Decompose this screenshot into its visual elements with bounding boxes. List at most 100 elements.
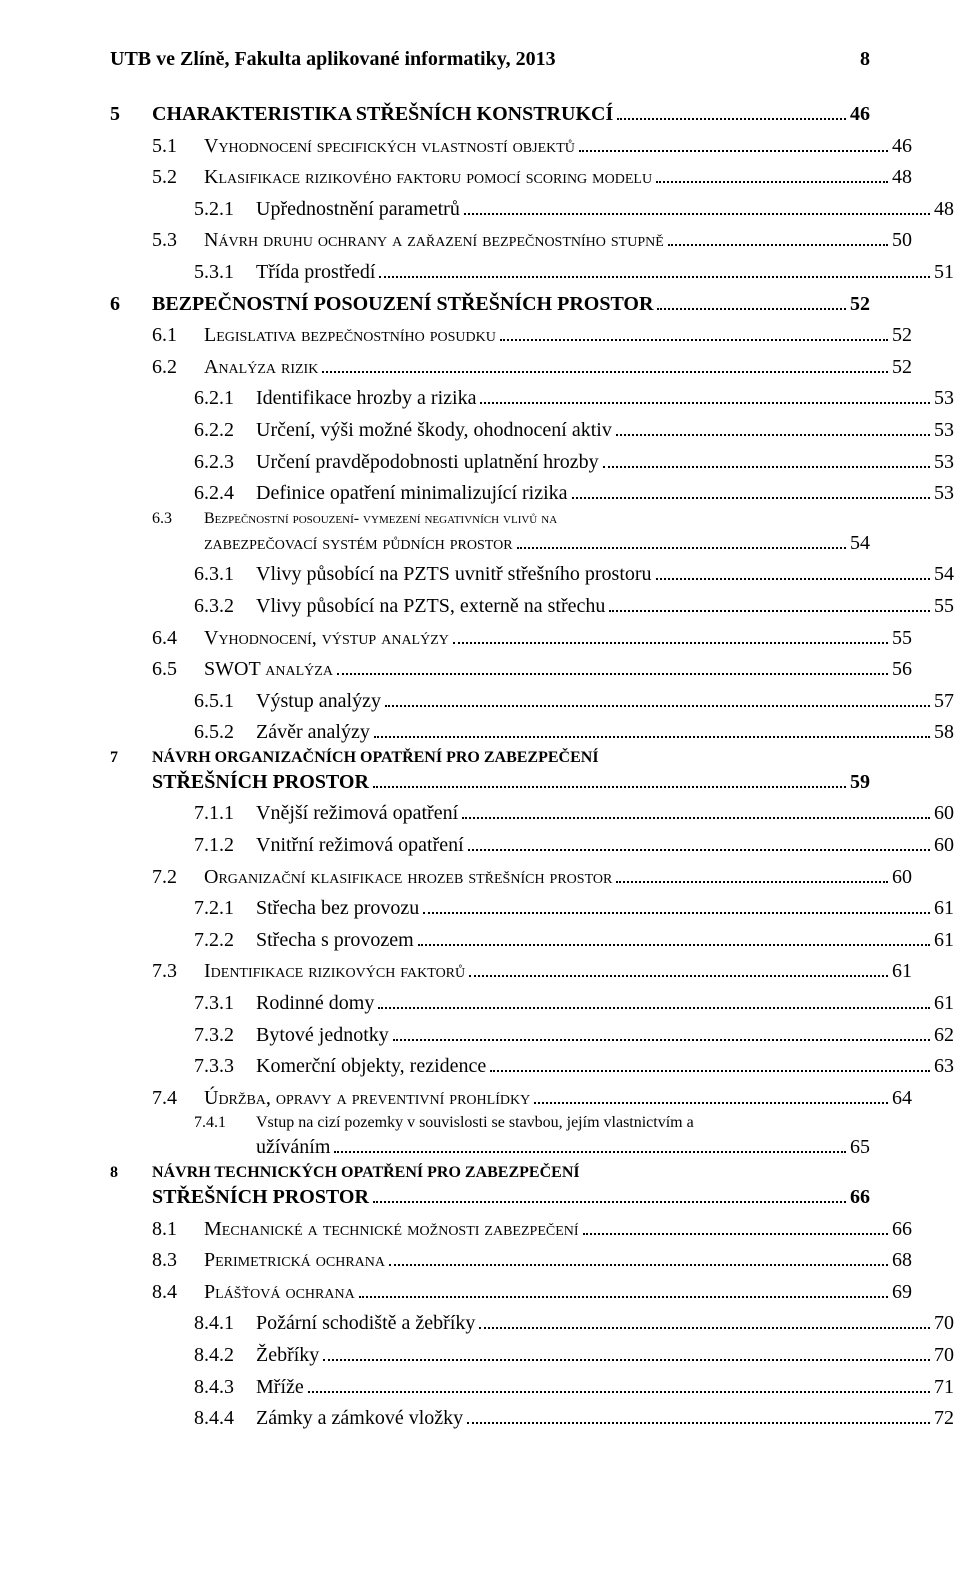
toc-title: Identifikace rizikových faktorů [204,960,465,982]
toc-title: Komerční objekty, rezidence [256,1055,486,1077]
toc-number: 6.3.1 [194,559,256,591]
toc-title: Vyhodnocení specifických vlastností obje… [204,135,575,157]
toc-entry-line2: zabezpečovací systém půdních prostor54 [152,528,870,560]
toc-leader [373,1188,846,1203]
toc-title: Mříže [256,1376,304,1398]
toc-number: 7.3 [152,956,204,988]
toc-entry: 6.2.1Identifikace hrozby a rizika53 [110,383,954,415]
toc-page: 60 [934,798,954,830]
toc-title: Legislativa bezpečnostního posudku [204,324,496,346]
page-header: UTB ve Zlíně, Fakulta aplikované informa… [110,48,870,71]
toc-title: Žebříky [256,1344,319,1366]
toc-entry: 8NÁVRH TECHNICKÝCH OPATŘENÍ PRO ZABEZPEČ… [110,1164,870,1214]
toc-leader [378,994,930,1009]
toc-entry: 5.2Klasifikace rizikového faktoru pomocí… [110,162,912,194]
toc-entry-line1: 7.4.1Vstup na cizí pozemky v souvislosti… [194,1114,870,1132]
toc-entry: 5CHARAKTERISTIKA STŘEŠNÍCH KONSTRUKCÍ46 [110,99,870,131]
toc-number: 7.2.2 [194,925,256,957]
toc-entry: 6.4Vyhodnocení, výstup analýzy55 [110,623,912,655]
toc-number: 6 [110,289,152,321]
toc-number: 8.3 [152,1245,204,1277]
page: UTB ve Zlíně, Fakulta aplikované informa… [0,0,960,1483]
toc-title: NÁVRH ORGANIZAČNÍCH OPATŘENÍ PRO ZABEZPE… [152,749,599,766]
toc-leader [583,1220,888,1235]
toc-number: 7.4.1 [194,1114,256,1132]
toc-entry: 6.2Analýza rizik52 [110,352,912,384]
toc-entry: 7.3.2Bytové jednotky62 [110,1020,954,1052]
toc-entry: 7.1.1Vnější režimová opatření60 [110,798,954,830]
toc-number: 6.2.2 [194,415,256,447]
toc-entry: 6.3Bezpečnostní posouzení- vymezení nega… [110,510,870,560]
toc-title: Požární schodiště a žebříky [256,1312,475,1334]
toc-page: 60 [934,830,954,862]
toc-title: Bezpečnostní posouzení- vymezení negativ… [204,510,557,527]
toc-leader [479,1314,930,1329]
toc-leader [468,836,930,851]
toc-leader [490,1057,930,1072]
toc-leader [616,421,930,436]
toc-number: 7.3.2 [194,1020,256,1052]
toc-number: 8.4.1 [194,1308,256,1340]
toc-entry: 6.1Legislativa bezpečnostního posudku52 [110,320,912,352]
toc-title: NÁVRH TECHNICKÝCH OPATŘENÍ PRO ZABEZPEČE… [152,1164,580,1181]
toc-page: 62 [934,1020,954,1052]
toc-title: BEZPEČNOSTNÍ POSOUZENÍ STŘEŠNÍCH PROSTOR [152,293,653,315]
toc-entry: 8.4.2Žebříky70 [110,1340,954,1372]
toc-leader [656,168,888,183]
toc-leader [373,773,846,788]
toc-page: 52 [892,352,912,384]
toc-page: 53 [934,447,954,479]
toc-page: 55 [934,591,954,623]
toc-page: 59 [850,767,870,799]
toc-page: 52 [850,289,870,321]
toc-entry-line1: 7NÁVRH ORGANIZAČNÍCH OPATŘENÍ PRO ZABEZP… [110,749,870,767]
toc-page: 55 [892,623,912,655]
toc-page: 46 [850,99,870,131]
toc-page: 61 [934,988,954,1020]
toc-title-cont: zabezpečovací systém půdních prostor [204,528,513,560]
toc-entry: 5.2.1Upřednostnění parametrů48 [110,194,954,226]
toc-page: 64 [892,1083,912,1115]
toc-leader [393,1026,930,1041]
toc-page: 63 [934,1051,954,1083]
toc-page: 54 [934,559,954,591]
toc-entry: 5.1Vyhodnocení specifických vlastností o… [110,131,912,163]
toc-leader [389,1251,888,1266]
toc-number: 6.1 [152,320,204,352]
toc-entry: 6.2.3Určení pravděpodobnosti uplatnění h… [110,447,954,479]
toc-entry-line2: užíváním65 [194,1132,870,1164]
toc-title: CHARAKTERISTIKA STŘEŠNÍCH KONSTRUKCÍ [152,103,613,125]
toc-number: 7.4 [152,1083,204,1115]
toc-title: Určení pravděpodobnosti uplatnění hrozby [256,451,599,473]
toc-page: 70 [934,1308,954,1340]
toc-title: Závěr analýzy [256,721,370,743]
toc-leader [469,962,888,977]
toc-page: 61 [934,893,954,925]
toc-number: 7.3.3 [194,1051,256,1083]
toc-leader [572,484,930,499]
toc-number: 5.3 [152,225,204,257]
toc-entry: 8.4.1Požární schodiště a žebříky 70 [110,1308,954,1340]
toc-entry: 6.5SWOT analýza56 [110,654,912,686]
toc-title: SWOT analýza [204,658,333,680]
toc-title: Analýza rizik [204,356,318,378]
toc-leader [379,263,930,278]
toc-title-cont: STŘEŠNÍCH PROSTOR [152,767,369,799]
toc-leader [500,326,888,341]
toc-page: 46 [892,131,912,163]
toc-number: 6.2.4 [194,478,256,510]
toc-number: 6.2.1 [194,383,256,415]
toc-entry: 6.2.4Definice opatření minimalizující ri… [110,478,954,510]
toc-entry: 8.4.3Mříže71 [110,1372,954,1404]
toc-entry: 7NÁVRH ORGANIZAČNÍCH OPATŘENÍ PRO ZABEZP… [110,749,870,799]
toc-page: 60 [892,862,912,894]
toc-title: Vnitřní režimová opatření [256,834,464,856]
toc-title: Zámky a zámkové vložky [256,1407,463,1429]
toc-entry: 8.4Plášťová ochrana69 [110,1277,912,1309]
toc-leader [464,200,930,215]
toc-number: 5.2.1 [194,194,256,226]
toc-entry: 5.3Návrh druhu ochrany a zařazení bezpeč… [110,225,912,257]
toc-leader [359,1283,888,1298]
toc-leader [617,105,846,120]
toc-leader [480,389,930,404]
